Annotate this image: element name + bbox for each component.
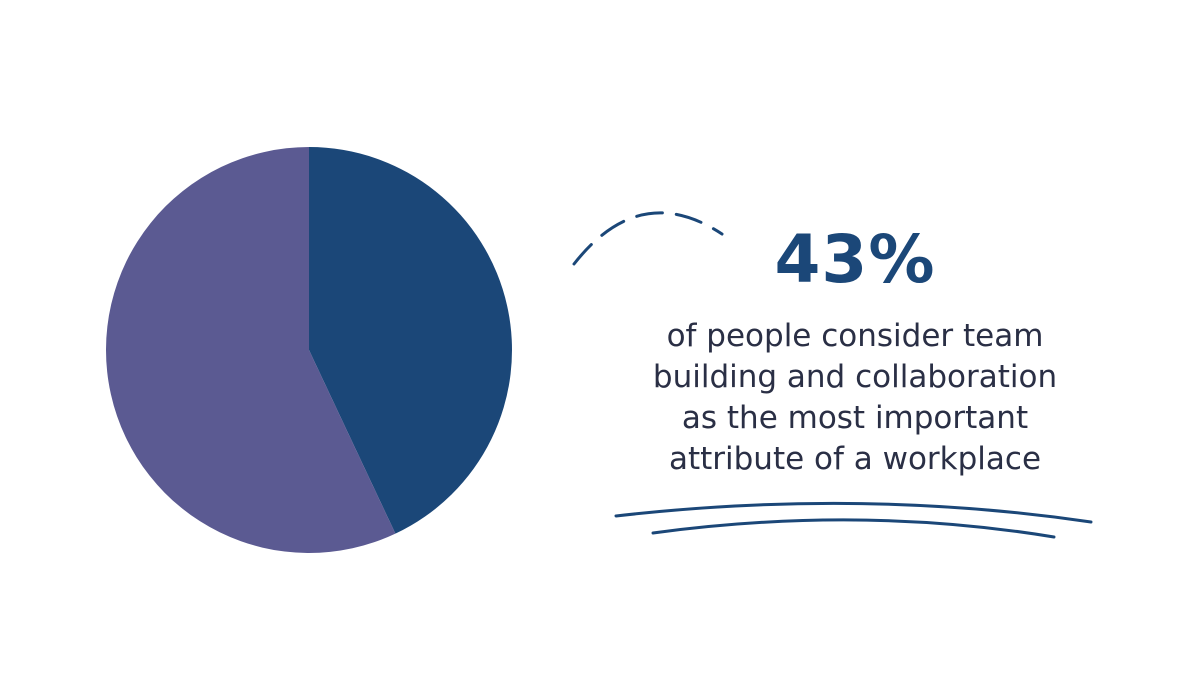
caption-line: as the most important (681, 400, 1029, 436)
stat-caption: of people consider team building and col… (610, 316, 1100, 480)
caption-line: building and collaboration (652, 359, 1058, 395)
pie-chart (105, 147, 512, 553)
caption-line: attribute of a workplace (668, 441, 1042, 477)
stat-value: 43% (774, 221, 936, 298)
underline-swoosh-bottom (651, 518, 1056, 539)
stat-block: 43% of people consider team building and… (610, 222, 1100, 480)
caption-line: of people consider team (666, 318, 1044, 354)
pie-slice-0 (309, 147, 512, 534)
pie-slice-1 (105, 147, 396, 553)
underline-swoosh-top (614, 501, 1093, 524)
